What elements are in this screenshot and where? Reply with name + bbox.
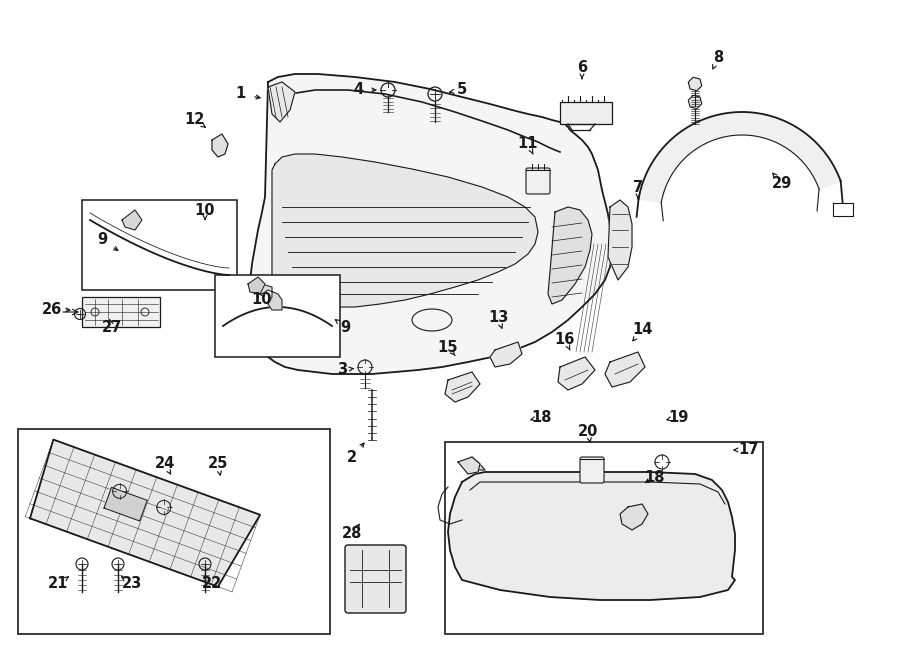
Text: 13: 13 <box>488 310 508 324</box>
Text: 28: 28 <box>342 526 362 542</box>
Text: 24: 24 <box>155 457 176 471</box>
FancyBboxPatch shape <box>345 545 406 613</box>
Text: 17: 17 <box>738 442 758 457</box>
FancyBboxPatch shape <box>580 457 604 483</box>
Polygon shape <box>212 134 228 157</box>
Polygon shape <box>608 200 632 280</box>
Polygon shape <box>445 372 480 402</box>
Bar <box>560 102 612 124</box>
Bar <box>18 429 330 634</box>
Text: 16: 16 <box>554 332 575 348</box>
Text: 9: 9 <box>340 320 350 334</box>
Text: 8: 8 <box>713 50 723 64</box>
FancyBboxPatch shape <box>526 168 550 194</box>
Polygon shape <box>558 357 595 390</box>
Polygon shape <box>248 277 265 294</box>
Bar <box>215 275 340 357</box>
Text: 14: 14 <box>632 322 652 338</box>
Text: 7: 7 <box>633 179 643 195</box>
Bar <box>82 297 160 327</box>
Polygon shape <box>458 457 480 474</box>
Text: 11: 11 <box>518 136 538 152</box>
Text: 4: 4 <box>353 83 363 97</box>
Polygon shape <box>272 154 538 307</box>
Text: 18: 18 <box>644 469 665 485</box>
Polygon shape <box>465 457 485 470</box>
Text: 12: 12 <box>184 113 205 128</box>
Text: 27: 27 <box>102 320 122 334</box>
Text: 9: 9 <box>97 232 107 248</box>
Polygon shape <box>104 487 148 521</box>
Bar <box>445 442 763 634</box>
Text: 3: 3 <box>337 363 347 377</box>
Text: 10: 10 <box>194 203 215 218</box>
Text: 2: 2 <box>346 449 357 465</box>
Text: 29: 29 <box>772 177 792 191</box>
Polygon shape <box>620 504 648 530</box>
Text: 1: 1 <box>235 87 245 101</box>
Text: 15: 15 <box>437 340 458 354</box>
Polygon shape <box>639 112 841 203</box>
Polygon shape <box>255 284 282 310</box>
Text: 19: 19 <box>668 410 688 424</box>
Polygon shape <box>605 352 645 387</box>
Polygon shape <box>548 207 592 304</box>
Polygon shape <box>250 74 612 374</box>
Text: 10: 10 <box>252 293 272 308</box>
Text: 20: 20 <box>578 424 599 440</box>
Text: 25: 25 <box>208 457 229 471</box>
Text: 5: 5 <box>457 83 467 97</box>
Polygon shape <box>268 82 295 122</box>
Polygon shape <box>448 472 735 600</box>
Text: 21: 21 <box>48 577 68 592</box>
Polygon shape <box>30 440 260 587</box>
Text: 18: 18 <box>532 410 553 424</box>
Bar <box>82 200 237 290</box>
Polygon shape <box>490 342 522 367</box>
Text: 22: 22 <box>202 577 222 592</box>
Text: 23: 23 <box>122 577 142 592</box>
Text: 6: 6 <box>577 60 587 75</box>
Polygon shape <box>122 210 142 230</box>
Text: 26: 26 <box>42 303 62 318</box>
